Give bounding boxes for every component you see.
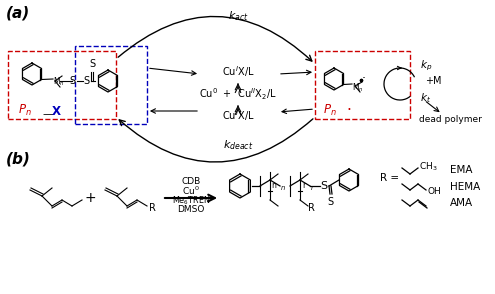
Text: HEMA: HEMA [450,182,480,192]
Text: —: — [42,109,53,119]
Text: S: S [320,181,327,191]
Text: M$_n$: M$_n$ [53,76,65,88]
Text: Cu$^{I}$X/L: Cu$^{I}$X/L [222,108,254,123]
Text: M$_n$: M$_n$ [352,81,364,93]
Text: CDB: CDB [181,178,200,186]
Text: ·: · [346,103,351,118]
Text: CH$_3$: CH$_3$ [419,161,438,173]
Text: S: S [327,197,333,207]
Text: ·: · [362,73,366,86]
Text: S: S [69,76,75,86]
Text: $P_n$: $P_n$ [18,103,32,118]
Text: $k_p$: $k_p$ [420,59,432,73]
Text: Cu$^{I}$X/L: Cu$^{I}$X/L [222,65,254,79]
Text: S: S [83,76,89,86]
Text: $k_t$: $k_t$ [420,91,431,105]
Text: +: + [84,191,96,205]
FancyArrowPatch shape [282,109,312,113]
Text: dead polymer: dead polymer [419,116,482,124]
Text: EMA: EMA [450,165,473,175]
FancyArrowPatch shape [119,119,313,162]
Text: $P_n$: $P_n$ [323,103,337,118]
Text: Cu$^0$: Cu$^0$ [182,185,200,197]
Text: R: R [308,203,315,213]
Text: AMA: AMA [450,198,473,208]
Text: Me$_6$TREN: Me$_6$TREN [172,195,210,207]
Text: $k_{deact}$: $k_{deact}$ [223,138,253,152]
FancyArrowPatch shape [151,109,197,113]
Text: n: n [272,181,276,191]
Text: $_n$: $_n$ [280,183,286,193]
Text: R =: R = [380,173,399,183]
Text: $_r$: $_r$ [310,183,315,193]
FancyArrowPatch shape [118,16,312,61]
Text: X: X [52,105,61,118]
Text: (a): (a) [6,5,30,20]
Text: OH: OH [427,186,441,196]
Text: r: r [302,181,305,191]
Text: (b): (b) [6,151,31,166]
Text: R: R [149,203,156,213]
Text: +M: +M [425,76,442,86]
Text: $k_{act}$: $k_{act}$ [228,9,248,23]
Text: S: S [89,59,95,69]
FancyArrowPatch shape [281,70,311,75]
FancyArrowPatch shape [150,68,196,75]
Text: Cu$^{0}$  +  Cu$^{II}$X$_2$/L: Cu$^{0}$ + Cu$^{II}$X$_2$/L [199,86,277,102]
Text: DMSO: DMSO [177,206,205,215]
